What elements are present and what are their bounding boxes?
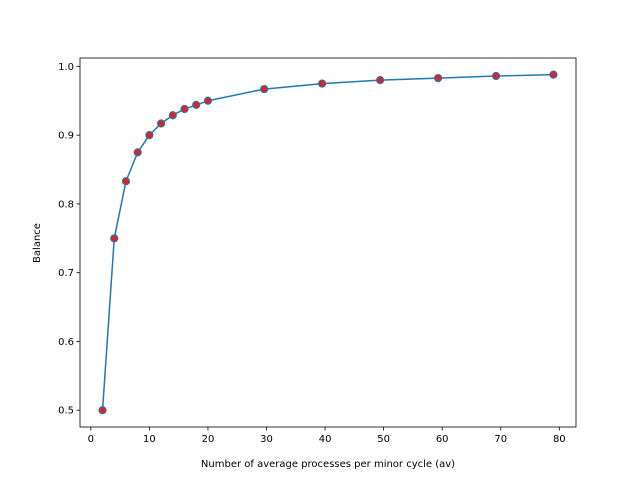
x-tick-label: 20 <box>202 434 215 445</box>
y-tick-label: 0.6 <box>58 337 74 348</box>
data-point <box>133 148 142 157</box>
y-tick-label: 0.7 <box>58 268 74 279</box>
data-point <box>203 96 213 105</box>
y-axis-label: Balance <box>32 223 43 263</box>
data-point <box>260 84 269 94</box>
axes-frame <box>79 57 577 428</box>
data-point <box>192 100 201 109</box>
x-tick-label: 60 <box>436 434 449 445</box>
data-point <box>180 104 189 114</box>
data-point <box>376 76 385 85</box>
y-axis: 0.5 0.6 0.7 0.8 0.9 1.0 <box>58 62 80 417</box>
x-axis: 0 10 20 30 40 50 60 70 80 <box>88 427 566 445</box>
x-axis-label: Number of average processes per minor cy… <box>201 459 455 470</box>
data-point <box>121 177 131 186</box>
data-point <box>145 131 154 140</box>
y-tick-label: 0.8 <box>58 199 74 210</box>
y-tick-label: 1.0 <box>58 62 74 73</box>
data-point <box>318 79 327 88</box>
data-point <box>168 111 177 120</box>
x-tick-label: 0 <box>88 434 94 445</box>
y-tick-label: 0.5 <box>58 406 74 417</box>
data-point <box>98 406 107 415</box>
x-tick-label: 70 <box>494 434 507 445</box>
series-layer <box>98 70 558 415</box>
x-tick-label: 30 <box>260 434 273 445</box>
data-point <box>433 73 443 83</box>
data-point <box>549 70 558 79</box>
data-point <box>110 234 119 243</box>
data-point <box>157 119 166 128</box>
x-tick-label: 80 <box>553 434 566 445</box>
y-tick-label: 0.9 <box>58 131 74 142</box>
data-point <box>491 71 501 81</box>
x-tick-label: 40 <box>319 434 332 445</box>
series-line <box>101 73 554 411</box>
plot-area <box>79 57 577 428</box>
x-tick-label: 10 <box>143 434 156 445</box>
x-tick-label: 50 <box>377 434 390 445</box>
